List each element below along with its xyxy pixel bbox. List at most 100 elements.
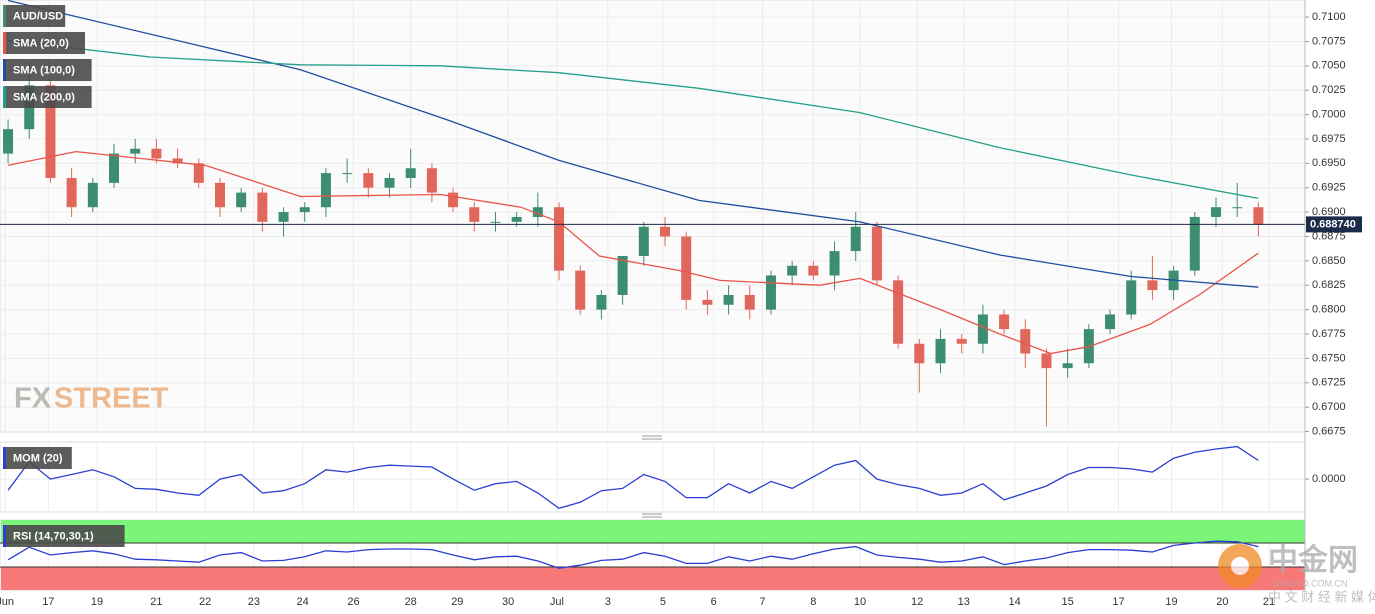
candle-body bbox=[1189, 216, 1200, 271]
cn-logo: 中金网 bbox=[1268, 543, 1358, 577]
legend-box bbox=[3, 447, 72, 469]
y-tick-label: 0.6825 bbox=[1312, 279, 1346, 291]
legend-label: SMA (100,0) bbox=[13, 64, 75, 76]
x-tick-label: 5 bbox=[660, 596, 666, 608]
y-tick-label: 0.6900 bbox=[1312, 206, 1346, 218]
x-tick-label: 21 bbox=[150, 596, 162, 608]
legend-box bbox=[3, 32, 85, 54]
candle-body bbox=[808, 265, 819, 276]
y-tick-label: 0.6750 bbox=[1312, 352, 1346, 364]
candle-body bbox=[596, 294, 607, 310]
x-tick-label: 21 bbox=[1263, 596, 1275, 608]
candle-body bbox=[935, 338, 946, 364]
legend-box bbox=[3, 525, 125, 547]
fxstreet-fx: FX bbox=[14, 383, 52, 415]
x-tick-label: 19 bbox=[1165, 596, 1177, 608]
y-tick-label: 0.6775 bbox=[1312, 328, 1346, 340]
candle-body bbox=[893, 280, 904, 344]
series-line bbox=[7, 0, 1259, 288]
candle-body bbox=[172, 158, 183, 164]
candle-body bbox=[871, 226, 882, 281]
x-tick-label: 22 bbox=[199, 596, 211, 608]
cn-slogan: 中 文 财 经 新 媒 体 bbox=[1268, 589, 1375, 604]
candle-body bbox=[660, 226, 671, 237]
x-tick-label: 14 bbox=[1009, 596, 1021, 608]
overbought-band bbox=[1, 520, 1305, 543]
x-tick-label: 17 bbox=[42, 596, 54, 608]
x-tick-label: 19 bbox=[91, 596, 103, 608]
candle-body bbox=[765, 275, 776, 310]
candle-body bbox=[426, 168, 437, 193]
x-tick-label: 23 bbox=[248, 596, 260, 608]
candle-body bbox=[363, 173, 374, 188]
legend-swatch bbox=[3, 32, 6, 54]
legend-box bbox=[3, 5, 66, 27]
candle-body bbox=[977, 314, 988, 344]
candle-body bbox=[490, 221, 501, 223]
x-tick-label: 17 bbox=[1112, 596, 1124, 608]
watermark: FX STREET 中金网 CNGOLD.COM.CN 中 文 财 经 新 媒 … bbox=[14, 383, 1375, 605]
candle-body bbox=[575, 270, 586, 310]
panel-handle[interactable] bbox=[642, 435, 662, 518]
x-tick-label: Jun bbox=[0, 596, 14, 608]
x-tick-label: 3 bbox=[605, 596, 611, 608]
y-tick-label: 0.6725 bbox=[1312, 377, 1346, 389]
legend-box bbox=[3, 59, 92, 81]
x-tick-label: 26 bbox=[347, 596, 359, 608]
candle-body bbox=[1126, 280, 1137, 315]
candle-body bbox=[405, 168, 416, 178]
candle-body bbox=[999, 314, 1010, 330]
x-tick-label: 6 bbox=[711, 596, 717, 608]
candle-body bbox=[469, 207, 480, 222]
candle-body bbox=[384, 177, 395, 188]
candle-body bbox=[532, 207, 543, 217]
candle-body bbox=[511, 216, 522, 222]
candle-body bbox=[723, 294, 734, 305]
candle-body bbox=[956, 338, 967, 344]
candle-body bbox=[299, 207, 310, 213]
x-tick-label: 24 bbox=[296, 596, 308, 608]
legend-swatch bbox=[3, 59, 6, 81]
candle-body bbox=[109, 153, 120, 183]
x-tick-label: 8 bbox=[810, 596, 816, 608]
candle-body bbox=[1210, 207, 1221, 217]
last-price-label: 0.688740 bbox=[1310, 218, 1356, 230]
y-tick-label: 0.6875 bbox=[1312, 230, 1346, 242]
candle-body bbox=[278, 212, 289, 222]
series-line bbox=[7, 445, 1259, 510]
candle-body bbox=[448, 192, 459, 208]
legend-label: RSI (14,70,30,1) bbox=[13, 530, 94, 542]
x-tick-label: 7 bbox=[759, 596, 765, 608]
x-tick-label: Jul bbox=[550, 596, 564, 608]
candle-body bbox=[45, 85, 56, 178]
series-line bbox=[7, 540, 1259, 569]
candle-body bbox=[850, 226, 861, 252]
y-tick-label: 0.6700 bbox=[1312, 401, 1346, 413]
x-tick-label: 13 bbox=[958, 596, 970, 608]
series-line bbox=[8, 39, 1259, 200]
y-tick-label: 0.6975 bbox=[1312, 133, 1346, 145]
candle-body bbox=[87, 182, 98, 208]
series-line bbox=[7, 150, 1259, 355]
x-tick-label: 28 bbox=[405, 596, 417, 608]
candle-body bbox=[702, 299, 713, 305]
y-tick-label: 0.7050 bbox=[1312, 60, 1346, 72]
y-tick-label: 0.0000 bbox=[1312, 473, 1346, 485]
candle-body bbox=[744, 294, 755, 310]
y-tick-label: 0.7075 bbox=[1312, 35, 1346, 47]
x-tick-label: 10 bbox=[854, 596, 866, 608]
candle-body bbox=[554, 207, 565, 271]
candle-body bbox=[130, 148, 141, 154]
candle-body bbox=[236, 192, 247, 208]
cn-domain: CNGOLD.COM.CN bbox=[1270, 578, 1348, 588]
candle-body bbox=[66, 177, 77, 208]
candle-body bbox=[914, 343, 925, 364]
candle-body bbox=[3, 129, 14, 154]
fxstreet-street: STREET bbox=[54, 383, 169, 415]
candle-body bbox=[320, 173, 331, 208]
legend-swatch bbox=[3, 86, 6, 108]
legend-label: MOM (20) bbox=[13, 452, 63, 464]
candle-body bbox=[1041, 353, 1052, 369]
y-tick-label: 0.6800 bbox=[1312, 304, 1346, 316]
candle-body bbox=[829, 251, 840, 276]
